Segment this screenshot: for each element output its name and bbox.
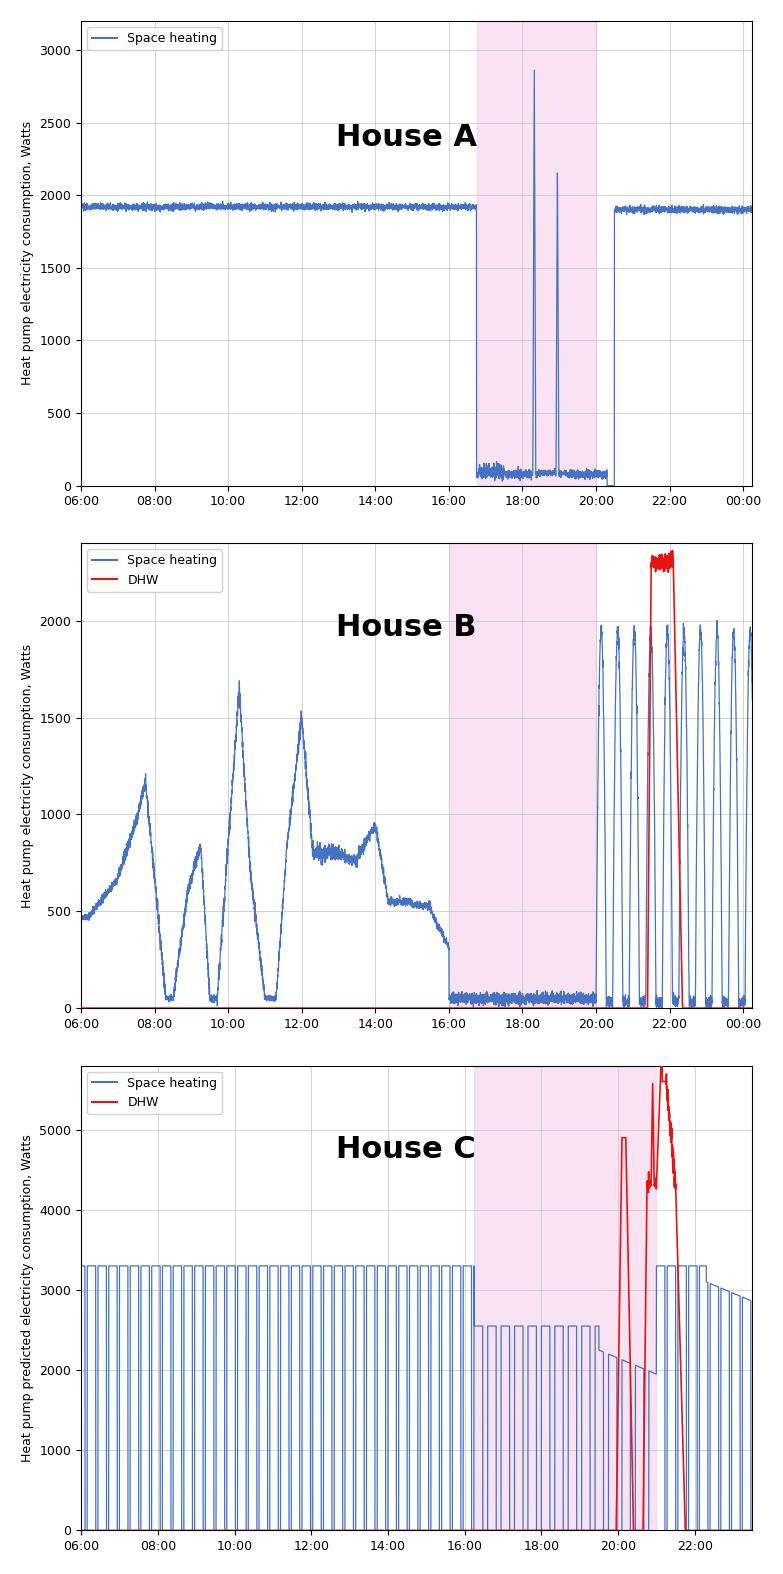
- Legend: Space heating: Space heating: [88, 27, 222, 50]
- Legend: Space heating, DHW: Space heating, DHW: [88, 549, 222, 592]
- Bar: [477, 20, 596, 486]
- Text: House A: House A: [336, 123, 477, 153]
- Text: House C: House C: [336, 1135, 476, 1165]
- Bar: [474, 1066, 656, 1530]
- Y-axis label: Heat pump electricity consumption, Watts: Heat pump electricity consumption, Watts: [21, 644, 34, 908]
- Y-axis label: Heat pump electricity consumption, Watts: Heat pump electricity consumption, Watts: [21, 121, 34, 386]
- Bar: [449, 543, 596, 1007]
- Y-axis label: Heat pump predicted electricity consumption, Watts: Heat pump predicted electricity consumpt…: [21, 1135, 34, 1462]
- Legend: Space heating, DHW: Space heating, DHW: [88, 1072, 222, 1114]
- Text: House B: House B: [336, 612, 477, 642]
